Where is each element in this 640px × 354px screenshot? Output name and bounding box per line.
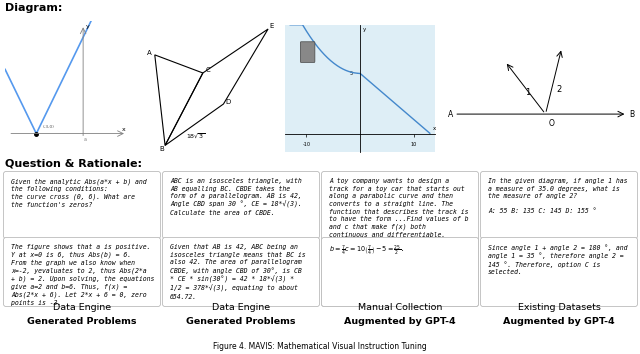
Text: x: x xyxy=(433,126,436,131)
Text: A: A xyxy=(147,50,152,56)
Text: The figure shows that a is positive.
Y at x=0 is 6, thus Abs(b) = 6.
From the gr: The figure shows that a is positive. Y a… xyxy=(11,244,154,306)
Text: B: B xyxy=(629,110,634,119)
Text: E: E xyxy=(270,23,274,29)
FancyBboxPatch shape xyxy=(321,171,479,307)
Text: y: y xyxy=(86,24,89,29)
FancyBboxPatch shape xyxy=(3,238,161,307)
FancyBboxPatch shape xyxy=(3,171,161,239)
Text: Generated Problems: Generated Problems xyxy=(28,317,137,326)
FancyBboxPatch shape xyxy=(321,238,479,307)
Text: $18\sqrt{3}$: $18\sqrt{3}$ xyxy=(186,131,205,140)
FancyBboxPatch shape xyxy=(481,238,637,307)
Text: Existing Datasets: Existing Datasets xyxy=(518,303,600,312)
Text: Data Engine: Data Engine xyxy=(212,303,270,312)
Text: Diagram:: Diagram: xyxy=(5,3,62,13)
Text: O: O xyxy=(548,119,554,128)
Text: Since angle 1 + angle 2 = 180 °, and
angle 1 = 35 °, therefore angle 2 =
145 °. : Since angle 1 + angle 2 = 180 °, and ang… xyxy=(488,244,627,275)
Text: $b=\frac{7}{4}$$c=10\left(\frac{7}{4}\right)-5=\frac{25}{2}$.: $b=\frac{7}{4}$$c=10\left(\frac{7}{4}\ri… xyxy=(329,244,404,258)
Text: Augmented by GPT-4: Augmented by GPT-4 xyxy=(344,317,456,326)
Text: x: x xyxy=(122,127,126,132)
Text: Question & Rationale:: Question & Rationale: xyxy=(5,159,142,169)
Text: B: B xyxy=(159,145,164,152)
Text: Generated Problems: Generated Problems xyxy=(186,317,296,326)
Text: Augmented by GPT-4: Augmented by GPT-4 xyxy=(503,317,615,326)
Text: A: A xyxy=(448,110,453,119)
Text: ABC is an isosceles triangle, with
AB equalling BC. CBDE takes the
form of a par: ABC is an isosceles triangle, with AB eq… xyxy=(170,178,301,216)
Text: Given that AB is 42, ABC being an
isosceles triangle means that BC is
also 42. T: Given that AB is 42, ABC being an isosce… xyxy=(170,244,306,299)
Text: In the given diagram, if angle 1 has
a measure of 35.0 degrees, what is
the meas: In the given diagram, if angle 1 has a m… xyxy=(488,178,627,215)
FancyBboxPatch shape xyxy=(163,171,319,239)
FancyBboxPatch shape xyxy=(481,171,637,239)
Text: (-3,0): (-3,0) xyxy=(42,125,54,129)
Text: a: a xyxy=(84,137,87,142)
Text: Figure 4. MAVIS: Mathematical Visual Instruction Tuning: Figure 4. MAVIS: Mathematical Visual Ins… xyxy=(213,342,427,351)
Text: Manual Collection: Manual Collection xyxy=(358,303,442,312)
Text: Data Engine: Data Engine xyxy=(53,303,111,312)
FancyBboxPatch shape xyxy=(163,238,319,307)
Text: Given the analytic Abs(a*x + b) and
the following conditions:
the curve cross (0: Given the analytic Abs(a*x + b) and the … xyxy=(11,178,147,208)
FancyBboxPatch shape xyxy=(300,42,315,62)
Text: C: C xyxy=(205,68,210,74)
Text: 2: 2 xyxy=(557,85,562,94)
Text: D: D xyxy=(226,99,231,105)
Text: y: y xyxy=(363,27,366,32)
Text: A toy company wants to design a
track for a toy car that starts out
along a para: A toy company wants to design a track fo… xyxy=(329,178,468,238)
Text: 1: 1 xyxy=(525,88,531,97)
